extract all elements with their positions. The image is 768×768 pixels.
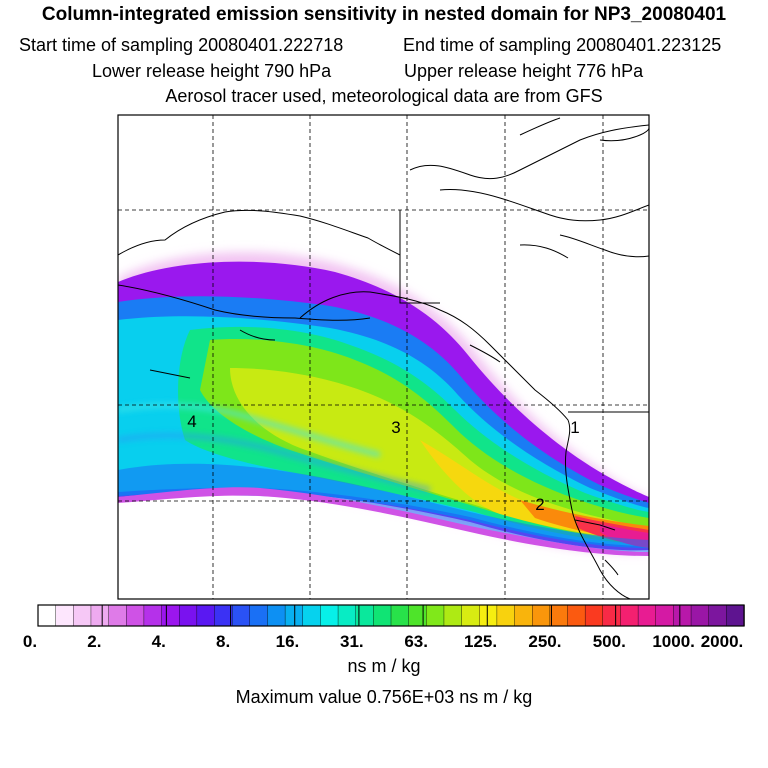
colorbar-tick-label: 500. [592, 632, 626, 651]
colorbar-tick-label: 8. [215, 632, 231, 651]
colorbar-cell [637, 604, 657, 627]
colorbar-cell [161, 604, 180, 627]
colorbar-cell [708, 604, 728, 627]
colorbar-cell [249, 604, 269, 627]
map-frame [117, 114, 650, 600]
colorbar-cell [302, 604, 322, 627]
colorbar-cell [337, 604, 357, 627]
colorbar-tick-label: 63. [404, 632, 428, 651]
lower-release-height-label: Lower release height 790 hPa [92, 61, 332, 81]
colorbar-tick-label: 2. [87, 632, 102, 651]
marker-label-4: 4 [187, 412, 196, 431]
colorbar-cell [373, 604, 392, 627]
colorbar-cell [602, 604, 622, 627]
colorbar-cell [55, 604, 75, 627]
colorbar-tick-label: 125. [463, 632, 498, 651]
colorbar-cell [443, 604, 463, 627]
colorbar-cell [267, 604, 286, 627]
colorbar-cell [37, 604, 57, 627]
plume-layer [118, 252, 649, 556]
colorbar-cell [108, 604, 127, 627]
colorbar-cell [461, 604, 480, 627]
colorbar-cell [178, 604, 198, 627]
coastlines [118, 117, 649, 599]
start-time-label: Start time of sampling 20080401.222718 [19, 35, 344, 55]
colorbar-tick-label: 0. [22, 632, 38, 651]
colorbar-tick-label: 16. [275, 632, 300, 651]
colorbar-cell [390, 604, 410, 627]
marker-label-2: 2 [535, 495, 544, 514]
tracer-info-label: Aerosol tracer used, meteorological data… [165, 86, 603, 106]
colorbar-cell [690, 604, 710, 627]
upper-release-height-label: Upper release height 776 hPa [404, 61, 644, 81]
colorbar-tick-label: 4. [151, 632, 166, 651]
marker-label-3: 3 [391, 418, 400, 437]
colorbar-cell [73, 604, 92, 627]
colorbar-frame [37, 604, 745, 627]
colorbar-cell [214, 604, 233, 627]
colorbar-cell [532, 604, 551, 627]
graticule [118, 115, 649, 599]
colorbar-cell [231, 604, 251, 627]
map-title: Column-integrated emission sensitivity i… [41, 4, 727, 25]
colorbar-tick-label: 1000. [652, 632, 695, 651]
colorbar-cell [726, 604, 745, 627]
maximum-value-label: Maximum value 0.756E+03 ns m / kg [235, 687, 533, 707]
marker-label-1: 1 [570, 418, 579, 437]
colorbar-cell [584, 604, 604, 627]
colorbar-cell [126, 604, 145, 627]
colorbar-cell [567, 604, 586, 627]
colorbar-cell [196, 604, 216, 627]
end-time-label: End time of sampling 20080401.223125 [403, 35, 722, 55]
colorbar-unit-label: ns m / kg [347, 656, 421, 676]
colorbar-cell [408, 604, 427, 627]
colorbar-cell [90, 604, 110, 627]
colorbar-tick-label: 2000. [700, 632, 744, 651]
colorbar-cell [426, 604, 445, 627]
emission-sensitivity-map: 4 3 2 1 [117, 114, 650, 600]
colorbar-cell [143, 604, 163, 627]
colorbar-tick-label: 250. [528, 632, 562, 651]
colorbar [37, 604, 745, 627]
colorbar-cell [496, 604, 516, 627]
colorbar-cell [514, 604, 533, 627]
colorbar-cell [479, 604, 498, 627]
colorbar-cell [655, 604, 675, 627]
colorbar-tick-label: 31. [339, 632, 364, 651]
colorbar-cell [284, 604, 304, 627]
colorbar-cell [320, 604, 339, 627]
colorbar-cell [673, 604, 692, 627]
colorbar-cell [620, 604, 639, 627]
colorbar-cell [549, 604, 569, 627]
